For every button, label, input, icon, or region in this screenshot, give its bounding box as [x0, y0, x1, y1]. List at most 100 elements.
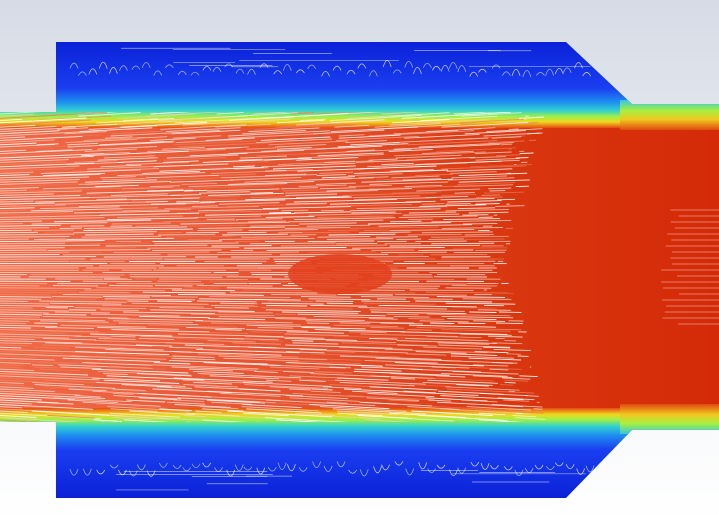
streamline: [129, 410, 195, 416]
streamline: [254, 123, 355, 130]
streamline: [368, 158, 398, 161]
streamline: [358, 417, 381, 420]
streamline: [326, 401, 348, 404]
streamline: [472, 375, 513, 378]
swirl-streak: [78, 71, 87, 76]
streamline: [410, 368, 482, 373]
streamline: [180, 221, 290, 225]
swirl-streak: [96, 469, 106, 475]
swirl-streak: [247, 68, 256, 75]
streamline: [0, 403, 93, 410]
streamline: [459, 118, 525, 124]
streamline: [0, 174, 30, 177]
streamline: [188, 183, 288, 188]
streamline: [197, 285, 273, 287]
streamline: [266, 304, 307, 307]
streamline: [222, 233, 288, 236]
streamline: [519, 152, 534, 155]
swirl-streak: [436, 464, 446, 469]
streamline: [0, 379, 38, 383]
streamline: [0, 187, 39, 190]
streamline: [92, 368, 189, 374]
streamline: [299, 222, 357, 225]
streamline: [441, 373, 508, 377]
swirl-streak: [440, 64, 450, 72]
streamline: [276, 119, 325, 124]
streamline: [259, 401, 319, 406]
streamline: [257, 326, 294, 329]
streamline: [393, 315, 430, 318]
streamline: [458, 417, 505, 421]
streamline: [243, 381, 332, 387]
streamline: [245, 196, 352, 201]
streamline: [0, 366, 21, 369]
streamline: [193, 370, 244, 374]
streamline: [238, 158, 262, 161]
swirl-streak: [177, 70, 187, 76]
streamline: [100, 309, 139, 311]
streamline: [68, 388, 107, 392]
streamline: [347, 114, 401, 119]
streamline: [131, 197, 200, 201]
streamline: [302, 231, 350, 234]
streamline: [117, 113, 196, 119]
streamline: [308, 298, 371, 301]
streamline: [32, 134, 101, 139]
streamline: [265, 216, 315, 218]
swirl-streak: [141, 62, 151, 68]
streamline: [413, 298, 453, 300]
streamline: [227, 410, 333, 418]
streamline: [70, 225, 105, 227]
streamline: [276, 419, 353, 422]
streamline: [91, 377, 160, 382]
streamline: [375, 236, 418, 238]
streamline: [39, 300, 127, 303]
streamline: [489, 368, 509, 371]
streamline: [121, 207, 159, 210]
streamline: [42, 337, 97, 341]
streamline: [458, 179, 530, 183]
streamline: [326, 188, 413, 192]
streamline: [210, 304, 259, 307]
streamline: [0, 200, 34, 203]
streamline: [31, 410, 123, 417]
streamline: [246, 147, 277, 150]
streamline: [437, 342, 490, 345]
streamline: [218, 315, 307, 319]
streamline: [240, 155, 288, 159]
streamline: [227, 231, 267, 234]
streamline: [488, 140, 525, 144]
streamline: [476, 196, 503, 199]
streamline: [33, 346, 70, 349]
streamline: [226, 203, 325, 207]
streamline: [0, 375, 100, 381]
streamline: [0, 153, 104, 159]
streamline: [29, 406, 95, 411]
streamline: [0, 414, 37, 418]
streamline: [159, 166, 264, 172]
streamline: [275, 123, 334, 128]
streamline: [0, 340, 83, 344]
streamline: [221, 174, 318, 179]
streamline: [315, 182, 356, 185]
streamline: [415, 300, 493, 303]
streamline: [209, 296, 291, 298]
streamline: [244, 178, 352, 183]
streamline: [208, 192, 284, 196]
streamline: [131, 302, 209, 305]
streamline: [73, 231, 157, 234]
streamline: [113, 417, 153, 421]
streamline: [33, 229, 74, 232]
swirl-streak: [457, 65, 467, 72]
streamline: [0, 408, 109, 416]
streamline: [0, 410, 28, 413]
streamline: [431, 242, 495, 245]
streamline: [500, 143, 513, 146]
streamline: [431, 366, 456, 369]
swirl-streak: [490, 464, 499, 470]
streamline: [103, 155, 156, 159]
streamline: [78, 203, 187, 207]
streamline: [289, 397, 360, 402]
streamline: [337, 377, 389, 381]
streamline: [0, 130, 60, 135]
